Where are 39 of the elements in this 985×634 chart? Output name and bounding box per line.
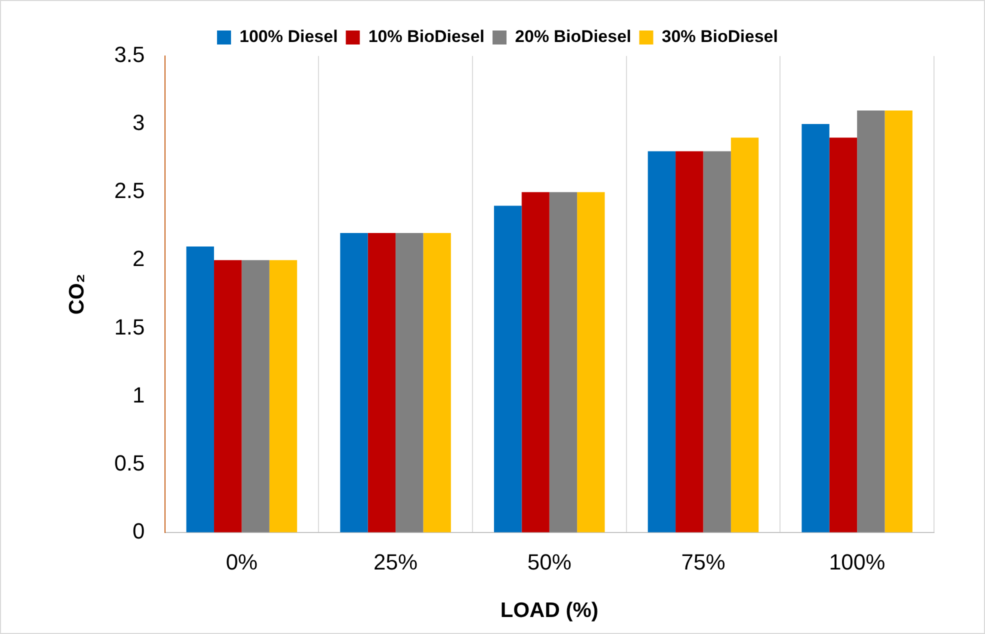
y-tick-label: 2 bbox=[132, 246, 145, 272]
legend-label: 30% BioDiesel bbox=[662, 27, 778, 46]
bar bbox=[423, 232, 451, 532]
y-tick-label: 0.5 bbox=[114, 450, 145, 476]
bar bbox=[340, 232, 368, 532]
y-axis-title: CO₂ bbox=[65, 274, 88, 315]
y-tick-label: 0 bbox=[132, 518, 145, 544]
y-tick-label: 1.5 bbox=[114, 314, 145, 340]
bar bbox=[368, 232, 396, 532]
bar bbox=[214, 260, 242, 532]
x-axis-title: LOAD (%) bbox=[500, 599, 598, 622]
bar bbox=[577, 192, 605, 532]
bar bbox=[802, 124, 830, 532]
bar bbox=[186, 246, 214, 532]
bar bbox=[396, 232, 424, 532]
bar bbox=[494, 206, 522, 532]
x-tick-label: 0% bbox=[226, 550, 258, 575]
y-tick-label: 3 bbox=[132, 110, 145, 136]
legend-label: 20% BioDiesel bbox=[515, 27, 632, 46]
bar bbox=[676, 151, 704, 532]
y-tick-label: 1 bbox=[132, 382, 145, 408]
bar bbox=[242, 260, 270, 532]
bar bbox=[730, 138, 759, 532]
bar bbox=[857, 110, 885, 532]
bar bbox=[884, 110, 912, 532]
bar bbox=[269, 260, 298, 532]
x-tick-label: 75% bbox=[681, 550, 726, 575]
x-tick-label: 50% bbox=[527, 550, 572, 575]
y-tick-label: 2.5 bbox=[114, 178, 145, 204]
legend-label: 10% BioDiesel bbox=[368, 27, 485, 46]
bar bbox=[703, 151, 731, 532]
x-tick-label: 100% bbox=[828, 550, 886, 575]
bar bbox=[829, 138, 858, 532]
y-tick-label: 3.5 bbox=[114, 42, 145, 68]
legend-label: 100% Diesel bbox=[240, 27, 338, 46]
bar bbox=[522, 192, 550, 532]
bar bbox=[648, 151, 676, 532]
bar bbox=[549, 192, 578, 532]
x-tick-label: 25% bbox=[374, 550, 418, 575]
